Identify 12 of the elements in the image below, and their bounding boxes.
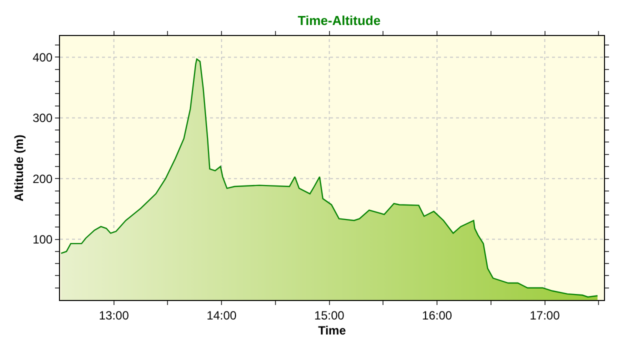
x-tick-label: 15:00 (314, 308, 345, 322)
y-tick-label: 100 (32, 232, 53, 247)
x-axis-title: Time (318, 323, 346, 338)
y-tick-label: 400 (32, 50, 53, 64)
x-tick-label: 17:00 (530, 308, 560, 322)
y-tick-label: 300 (32, 111, 53, 126)
x-tick-label: 13:00 (98, 308, 130, 322)
x-tick-label: 16:00 (422, 308, 452, 322)
y-axis-title: Altitude (m) (12, 134, 26, 202)
x-tick-label: 14:00 (206, 308, 237, 322)
y-tick-label: 200 (32, 172, 53, 186)
chart-title: Time-Altitude (298, 12, 381, 28)
